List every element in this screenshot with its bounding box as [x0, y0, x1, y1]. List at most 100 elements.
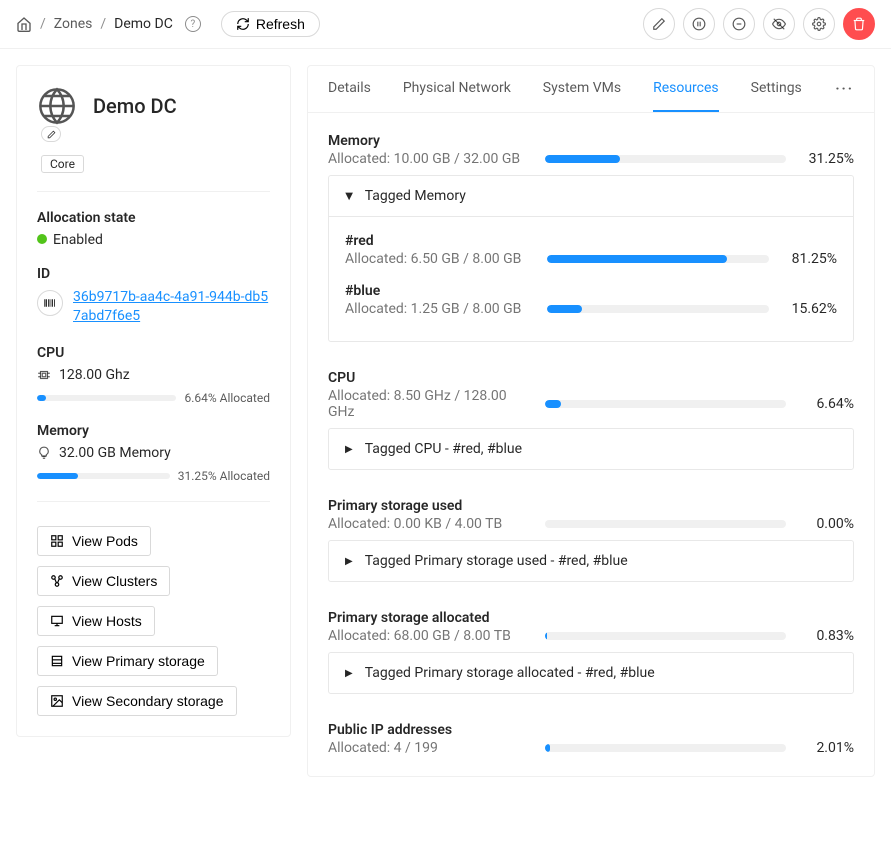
breadcrumb-zones[interactable]: Zones: [54, 16, 93, 32]
tab-more[interactable]: ···: [835, 81, 854, 97]
resource-memory-percent: 31.25%: [798, 151, 854, 167]
tagged-cpu-box: ▶ Tagged CPU - #red, #blue: [328, 428, 854, 470]
tagged-memory-header[interactable]: ▶ Tagged Memory: [329, 176, 853, 216]
tagged-memory-box: ▶ Tagged Memory #red Allocated: 6.50 GB …: [328, 175, 854, 342]
progress-track: [545, 400, 786, 408]
resource-public-ip-percent: 2.01%: [798, 740, 854, 756]
view-secondary-storage-button[interactable]: View Secondary storage: [37, 686, 237, 716]
help-icon[interactable]: ?: [185, 16, 201, 32]
delete-button[interactable]: [843, 8, 875, 40]
breadcrumb-separator: /: [100, 16, 106, 32]
sidebar-memory-progress: 31.25% Allocated: [37, 469, 270, 483]
resource-public-ip-row: Allocated: 4 / 199 2.01%: [328, 740, 854, 756]
tagged-primary-used-header[interactable]: ▶ Tagged Primary storage used - #red, #b…: [329, 541, 853, 581]
view-primary-storage-button[interactable]: View Primary storage: [37, 646, 218, 676]
barcode-icon: [37, 290, 63, 316]
progress-fill: [37, 395, 46, 401]
view-clusters-button[interactable]: View Clusters: [37, 566, 170, 596]
resource-primary-used-row: Allocated: 0.00 KB / 4.00 TB 0.00%: [328, 516, 854, 532]
tagged-cpu-header[interactable]: ▶ Tagged CPU - #red, #blue: [329, 429, 853, 469]
progress-fill: [545, 632, 547, 640]
view-hosts-button[interactable]: View Hosts: [37, 606, 155, 636]
tab-resources[interactable]: Resources: [653, 66, 719, 112]
view-hosts-label: View Hosts: [72, 613, 142, 629]
view-pods-button[interactable]: View Pods: [37, 526, 151, 556]
sidebar-cpu-value: 128.00 Ghz: [59, 367, 130, 383]
resource-memory-alloc: Allocated: 10.00 GB / 32.00 GB: [328, 151, 533, 167]
resources-body: Memory Allocated: 10.00 GB / 32.00 GB 31…: [308, 113, 874, 776]
view-secondary-storage-label: View Secondary storage: [72, 693, 224, 709]
progress-fill: [545, 400, 561, 408]
core-tag: Core: [41, 155, 84, 173]
resource-public-ip: Public IP addresses Allocated: 4 / 199 2…: [328, 722, 854, 756]
resource-primary-allocated-percent: 0.83%: [798, 628, 854, 644]
id-link[interactable]: 36b9717b-aa4c-4a91-944b-db57abd7f6e5: [73, 288, 270, 327]
subres-red-row: Allocated: 6.50 GB / 8.00 GB 81.25%: [345, 251, 837, 267]
resource-cpu-percent: 6.64%: [798, 396, 854, 412]
progress-fill: [545, 744, 550, 752]
sidebar-memory-block: Memory 32.00 GB Memory 31.25% Allocated: [37, 423, 270, 483]
progress-track: [547, 305, 769, 313]
sidebar-cpu-percent: 6.64% Allocated: [184, 391, 270, 405]
home-icon: [16, 16, 32, 32]
resource-primary-allocated-alloc: Allocated: 68.00 GB / 8.00 TB: [328, 628, 533, 644]
subres-blue-title: #blue: [345, 283, 837, 299]
resource-cpu: CPU Allocated: 8.50 GHz / 128.00 GHz 6.6…: [328, 370, 854, 470]
edit-tag-button[interactable]: [41, 126, 61, 142]
subres-red: #red Allocated: 6.50 GB / 8.00 GB 81.25%: [345, 233, 837, 267]
database-icon: [50, 654, 64, 668]
minus-circle-icon: [732, 17, 746, 31]
tab-system-vms[interactable]: System VMs: [543, 66, 621, 112]
id-row: 36b9717b-aa4c-4a91-944b-db57abd7f6e5: [37, 288, 270, 327]
resource-primary-used-alloc: Allocated: 0.00 KB / 4.00 TB: [328, 516, 533, 532]
edit-button[interactable]: [643, 8, 675, 40]
refresh-icon: [236, 17, 250, 31]
tag-row: Core: [37, 134, 270, 173]
hide-button[interactable]: [763, 8, 795, 40]
tagged-primary-allocated-header[interactable]: ▶ Tagged Primary storage allocated - #re…: [329, 653, 853, 693]
tabs: Details Physical Network System VMs Reso…: [308, 66, 874, 113]
view-primary-storage-label: View Primary storage: [72, 653, 205, 669]
subres-red-title: #red: [345, 233, 837, 249]
tab-physical-network[interactable]: Physical Network: [403, 66, 511, 112]
breadcrumb-home[interactable]: [16, 16, 32, 32]
subres-blue-row: Allocated: 1.25 GB / 8.00 GB 15.62%: [345, 301, 837, 317]
refresh-button[interactable]: Refresh: [221, 11, 320, 37]
resource-primary-allocated-title: Primary storage allocated: [328, 610, 854, 626]
tab-settings[interactable]: Settings: [751, 66, 802, 112]
tagged-primary-allocated-box: ▶ Tagged Primary storage allocated - #re…: [328, 652, 854, 694]
content: Demo DC Core Allocation state Enabled ID…: [0, 49, 891, 793]
tab-details[interactable]: Details: [328, 66, 371, 112]
minus-button[interactable]: [723, 8, 755, 40]
subres-blue-percent: 15.62%: [781, 301, 837, 317]
resource-cpu-title: CPU: [328, 370, 854, 386]
subres-blue-alloc: Allocated: 1.25 GB / 8.00 GB: [345, 301, 535, 317]
globe-icon: [37, 86, 77, 126]
sidebar-memory-row: 32.00 GB Memory: [37, 445, 270, 461]
subres-blue: #blue Allocated: 1.25 GB / 8.00 GB 15.62…: [345, 283, 837, 317]
subres-red-percent: 81.25%: [781, 251, 837, 267]
settings-header-button[interactable]: [803, 8, 835, 40]
refresh-label: Refresh: [256, 16, 305, 32]
chevron-down-icon: ▶: [343, 192, 354, 200]
resource-primary-used-title: Primary storage used: [328, 498, 854, 514]
progress-fill: [547, 255, 727, 263]
eye-off-icon: [772, 17, 786, 31]
sidebar: Demo DC Core Allocation state Enabled ID…: [16, 65, 291, 737]
allocation-state-block: Allocation state Enabled: [37, 210, 270, 248]
chevron-right-icon: ▶: [345, 668, 353, 679]
progress-track: [547, 255, 769, 263]
sidebar-memory-value: 32.00 GB Memory: [59, 445, 171, 461]
header-actions: [643, 8, 875, 40]
progress-track: [545, 744, 786, 752]
progress-fill: [37, 473, 78, 479]
resource-public-ip-alloc: Allocated: 4 / 199: [328, 740, 533, 756]
sidebar-cpu-label: CPU: [37, 345, 270, 361]
id-label: ID: [37, 266, 270, 282]
appstore-icon: [50, 534, 64, 548]
pause-button[interactable]: [683, 8, 715, 40]
trash-icon: [852, 17, 866, 31]
sidebar-cpu-progress: 6.64% Allocated: [37, 391, 270, 405]
picture-icon: [50, 694, 64, 708]
sidebar-cpu-block: CPU 128.00 Ghz 6.64% Allocated: [37, 345, 270, 405]
